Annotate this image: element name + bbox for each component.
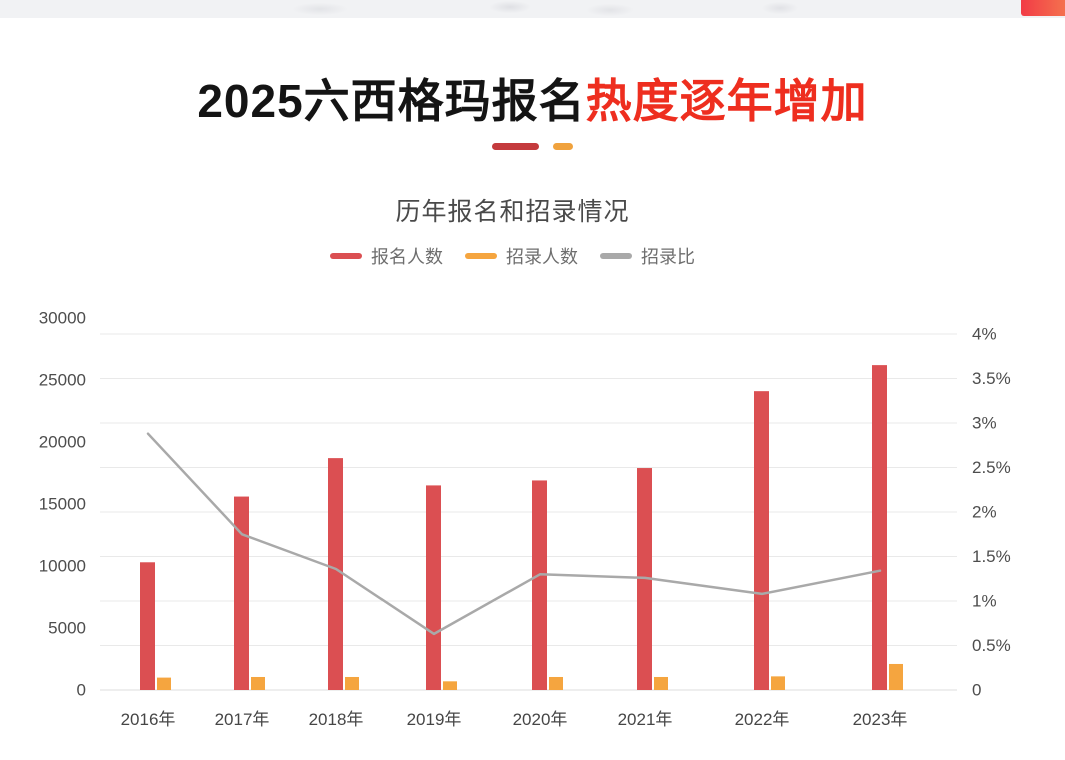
enrollment-bar — [426, 485, 441, 690]
left-axis-tick-label: 20000 — [39, 433, 86, 452]
recruitment-bar — [771, 676, 785, 690]
recruitment-bar — [549, 676, 563, 690]
left-axis-tick-label: 25000 — [39, 371, 86, 390]
page-title-red: 热度逐年增加 — [585, 75, 868, 127]
recruitment-bar — [345, 676, 359, 690]
enrollment-bar — [140, 562, 155, 690]
left-axis-tick-label: 0 — [77, 681, 86, 700]
right-axis-tick-label: 1.5% — [972, 547, 1011, 566]
legend-swatch-icon — [465, 253, 497, 259]
x-axis-tick-label: 2019年 — [407, 710, 462, 729]
page-title-black: 2025六西格玛报名 — [197, 75, 586, 127]
enrollment-bar — [872, 365, 887, 690]
right-axis-tick-label: 4% — [972, 325, 997, 344]
right-axis-tick-label: 3.5% — [972, 369, 1011, 388]
x-axis-tick-label: 2022年 — [735, 710, 790, 729]
right-axis-tick-label: 2.5% — [972, 458, 1011, 477]
recruitment-bar — [654, 676, 668, 690]
legend-label: 报名人数 — [371, 247, 443, 267]
x-axis-tick-label: 2023年 — [853, 710, 908, 729]
chart-canvas: 30000 25000 20000 15000 10000 5000 0 4% 3.5% 3% 2.… — [39, 309, 1011, 730]
enrollment-bar — [328, 458, 343, 690]
enrollment-bar — [234, 496, 249, 690]
left-axis-tick-label: 10000 — [39, 557, 86, 576]
legend-item-1[interactable]: 招录人数 — [465, 243, 578, 269]
left-axis-tick-label: 15000 — [39, 495, 86, 514]
right-axis-tick-label: 2% — [972, 503, 997, 522]
x-axis-tick-label: 2016年 — [121, 710, 176, 729]
recruitment-bar — [251, 676, 265, 690]
enrollment-bar — [754, 391, 769, 690]
divider-red-bar — [492, 143, 539, 150]
legend-label: 招录人数 — [506, 247, 578, 267]
x-axis-tick-label: 2021年 — [618, 710, 673, 729]
x-axis-tick-label: 2018年 — [309, 710, 364, 729]
recruitment-bar — [443, 681, 457, 690]
legend-item-0[interactable]: 报名人数 — [330, 243, 443, 269]
right-axis-tick-label: 0 — [972, 681, 981, 700]
promo-ribbon-button[interactable] — [1021, 0, 1065, 16]
page-title: 2025六西格玛报名热度逐年增加 — [0, 76, 1065, 127]
left-axis-tick-label: 30000 — [39, 309, 86, 328]
chart-legend: 报名人数 招录人数 招录比 — [0, 243, 1025, 269]
legend-label: 招录比 — [641, 247, 695, 267]
right-axis-tick-label: 0.5% — [972, 636, 1011, 655]
enrollment-bar — [532, 480, 547, 690]
right-axis-tick-label: 3% — [972, 414, 997, 433]
recruitment-bar — [157, 677, 171, 690]
divider-orange-dash — [553, 143, 573, 150]
header-strip — [0, 0, 1065, 18]
recruitment-bar — [889, 663, 903, 690]
chart-title: 历年报名和招录情况 — [395, 198, 630, 226]
x-axis-tick-label: 2017年 — [215, 710, 270, 729]
legend-swatch-icon — [330, 253, 362, 259]
ratio-line — [146, 432, 882, 636]
title-divider — [0, 143, 1065, 150]
legend-item-2[interactable]: 招录比 — [600, 243, 695, 269]
left-axis-tick-label: 5000 — [48, 619, 86, 638]
legend-swatch-icon — [600, 253, 632, 259]
right-axis-tick-label: 1% — [972, 592, 997, 611]
x-axis-tick-label: 2020年 — [513, 710, 568, 729]
